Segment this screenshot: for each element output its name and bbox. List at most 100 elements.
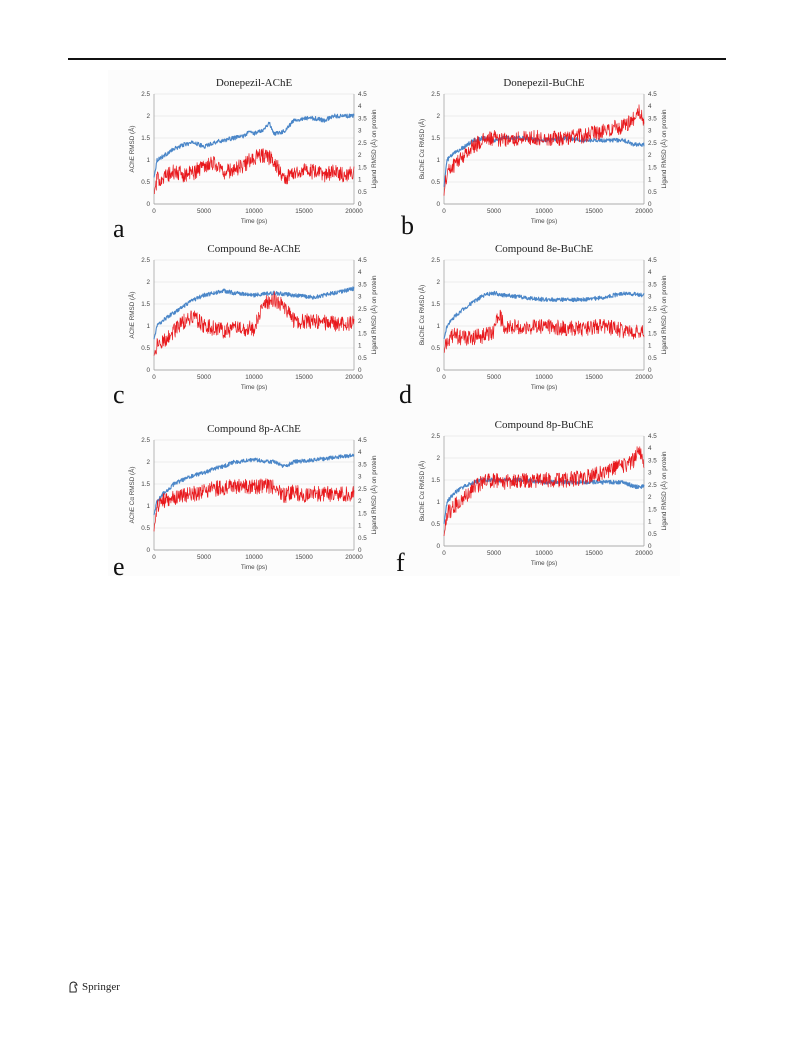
y2-tick-label: 0.5 (358, 189, 367, 196)
y2-tick-label: 4 (358, 103, 362, 110)
y2-tick-label: 4.5 (358, 437, 367, 444)
protein-rmsd-line (443, 290, 645, 340)
panel-f: Compound 8p-BuChE 0 0.5 1 1.5 2 2.5 0 0.5 1 1.5 2 2.… (408, 416, 678, 576)
y-tick-label: 2 (436, 279, 440, 286)
panel-c: Compound 8e-AChE 0 0.5 1 1.5 2 2.5 0 0.5 1 1.5 2 2.5… (118, 240, 388, 400)
y-tick-label: 1.5 (141, 135, 150, 142)
y2-tick-label: 4 (358, 269, 362, 276)
y-tick-label: 1 (436, 499, 440, 506)
y2-tick-label: 2 (358, 498, 362, 505)
y2-tick-label: 3.5 (648, 457, 657, 464)
y-tick-label: 1.5 (431, 301, 440, 308)
x-tick-label: 10000 (535, 550, 553, 557)
x-tick-label: 0 (442, 374, 446, 381)
x-tick-label: 20000 (635, 550, 653, 557)
chart-e: Compound 8p-AChE 0 0.5 1 1.5 2 2.5 0 0.5 1 1.5 2 2.5… (127, 423, 378, 571)
y2-tick-label: 0.5 (648, 355, 657, 362)
x-axis-label: Time (ps) (531, 384, 557, 391)
x-tick-label: 15000 (295, 374, 313, 381)
y-tick-label: 0 (436, 201, 440, 208)
y2-tick-label: 3 (648, 128, 652, 135)
chart-title: Donepezil-AChE (216, 77, 293, 89)
y2-tick-label: 4.5 (358, 91, 367, 98)
x-tick-label: 5000 (197, 554, 212, 561)
y-tick-label: 0 (146, 367, 150, 374)
y-tick-label: 2.5 (141, 91, 150, 98)
ligand-rmsd-line (443, 446, 645, 537)
y-tick-label: 1.5 (431, 135, 440, 142)
y-tick-label: 0 (146, 201, 150, 208)
x-tick-label: 15000 (585, 550, 603, 557)
x-tick-label: 10000 (535, 208, 553, 215)
y2-tick-label: 2.5 (358, 486, 367, 493)
y-tick-label: 1.5 (141, 301, 150, 308)
y-axis-label: AChE RMSD (Å) (127, 126, 136, 173)
y2-tick-label: 1.5 (648, 506, 657, 513)
y-tick-label: 2 (146, 113, 150, 120)
y2-tick-label: 2.5 (648, 140, 657, 147)
y2-tick-label: 4 (648, 269, 652, 276)
springer-horse-icon (68, 981, 79, 993)
x-tick-label: 0 (442, 208, 446, 215)
y2-axis-label: Ligand RMSD (Å) on protein (659, 275, 668, 355)
y2-tick-label: 2 (358, 318, 362, 325)
y2-tick-label: 2 (648, 318, 652, 325)
y2-tick-label: 2.5 (648, 306, 657, 313)
x-tick-label: 20000 (345, 554, 363, 561)
y2-axis-label: Ligand RMSD (Å) on protein (659, 451, 668, 531)
y-tick-label: 0 (436, 543, 440, 550)
y2-tick-label: 1 (358, 343, 362, 350)
chart-title: Donepezil-BuChE (503, 77, 585, 89)
y2-tick-label: 4 (358, 449, 362, 456)
x-tick-label: 20000 (345, 208, 363, 215)
x-tick-label: 0 (442, 550, 446, 557)
y2-tick-label: 1 (358, 177, 362, 184)
y2-tick-label: 3 (358, 474, 362, 481)
y2-tick-label: 0 (358, 201, 362, 208)
y2-tick-label: 1.5 (648, 330, 657, 337)
ligand-rmsd-line (153, 478, 355, 532)
x-tick-label: 15000 (295, 554, 313, 561)
y2-tick-label: 2 (648, 494, 652, 501)
y2-tick-label: 1.5 (648, 164, 657, 171)
y-tick-label: 0 (436, 367, 440, 374)
x-tick-label: 20000 (635, 208, 653, 215)
x-tick-label: 10000 (245, 374, 263, 381)
y2-tick-label: 1.5 (358, 164, 367, 171)
x-tick-label: 0 (152, 208, 156, 215)
panel-d: Compound 8e-BuChE 0 0.5 1 1.5 2 2.5 0 0.5 1 1.5 2 2.… (408, 240, 678, 400)
y2-tick-label: 2.5 (358, 306, 367, 313)
y-tick-label: 0.5 (141, 345, 150, 352)
chart-b: Donepezil-BuChE 0 0.5 1 1.5 2 2.5 0 0.5 1 1.5 2 2.5 3… (417, 77, 668, 225)
x-tick-label: 5000 (197, 208, 212, 215)
protein-rmsd-line (153, 286, 355, 340)
x-tick-label: 5000 (487, 374, 502, 381)
panel-b: Donepezil-BuChE 0 0.5 1 1.5 2 2.5 0 0.5 1 1.5 2 2.5 3… (408, 74, 678, 234)
y2-tick-label: 3.5 (358, 115, 367, 122)
y-tick-label: 2.5 (431, 91, 440, 98)
y-tick-label: 1 (436, 157, 440, 164)
y-tick-label: 0.5 (431, 345, 440, 352)
y2-tick-label: 0.5 (648, 531, 657, 538)
y-axis-label: BuChE Cα RMSD (Å) (417, 285, 426, 345)
y2-tick-label: 4 (648, 445, 652, 452)
y2-tick-label: 1 (648, 343, 652, 350)
y-axis-label: BuChE Cα RMSD (Å) (417, 119, 426, 179)
x-tick-label: 5000 (487, 208, 502, 215)
chart-title: Compound 8e-BuChE (495, 243, 593, 255)
panel-letter-a: a (113, 214, 125, 243)
y2-tick-label: 2 (358, 152, 362, 159)
x-tick-label: 10000 (535, 374, 553, 381)
y-tick-label: 2.5 (141, 257, 150, 264)
y-tick-label: 0.5 (431, 521, 440, 528)
y-tick-label: 2 (146, 459, 150, 466)
y-tick-label: 0.5 (141, 179, 150, 186)
y2-tick-label: 2.5 (358, 140, 367, 147)
chart-f: Compound 8p-BuChE 0 0.5 1 1.5 2 2.5 0 0.5 1 1.5 2 2.… (417, 419, 668, 567)
rmsd-figure: Donepezil-AChE 0 0.5 1 1.5 2 2.5 0 0.5 1 1.5 2 2.5 3 3… (108, 70, 680, 580)
x-tick-label: 0 (152, 554, 156, 561)
y-tick-label: 2 (436, 455, 440, 462)
y-tick-label: 2.5 (141, 437, 150, 444)
ligand-rmsd-line (443, 309, 645, 353)
y2-tick-label: 0.5 (358, 355, 367, 362)
